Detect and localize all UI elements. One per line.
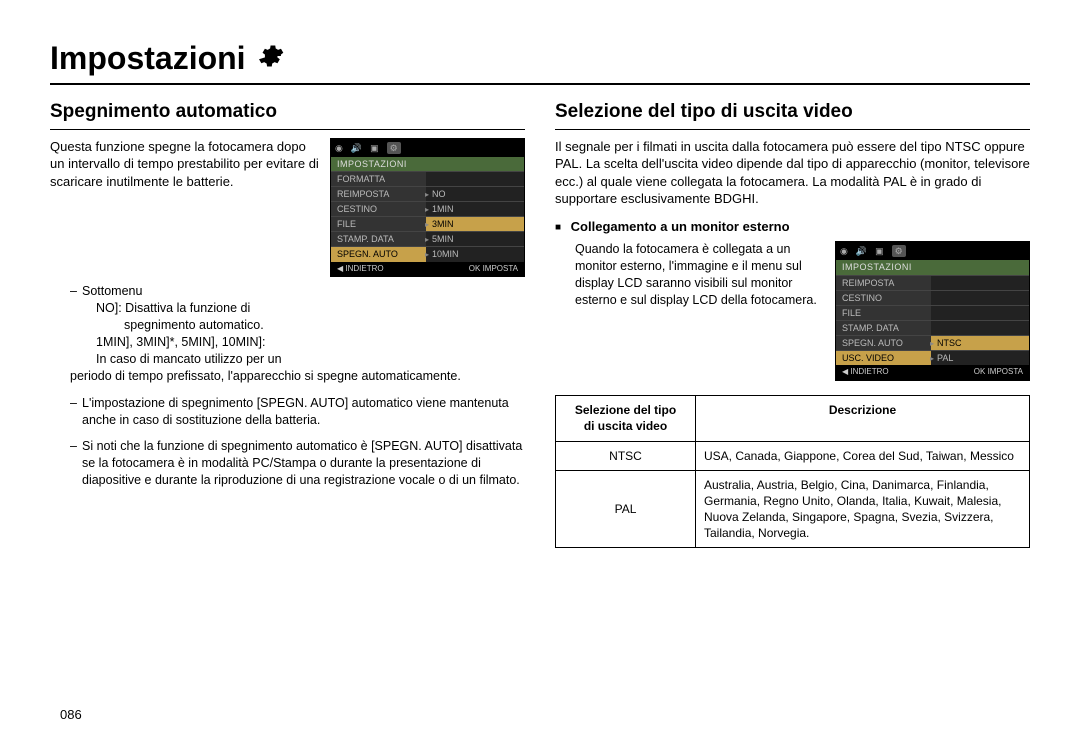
table-cell: PAL	[556, 470, 696, 548]
columns: Spegnimento automatico Questa funzione s…	[50, 99, 1030, 548]
lcd-screenshot-autooff: ◉ 🔊 ▣ ⚙ IMPOSTAZIONI FORMATTA REIMPOSTA▸…	[330, 138, 525, 278]
display-icon: ▣	[875, 245, 884, 257]
camera-icon: ◉	[335, 142, 343, 154]
left-column: Spegnimento automatico Questa funzione s…	[50, 99, 525, 548]
submenu-line: spegnimento automatico.	[124, 318, 264, 332]
lcd-row-value	[931, 276, 1029, 290]
lcd-footer-ok: OK IMPOSTA	[469, 264, 518, 275]
lcd-row-label: CESTINO	[836, 291, 931, 305]
submenu-tail: periodo di tempo prefissato, l'apparecch…	[70, 368, 525, 385]
gear-icon	[256, 42, 284, 75]
lcd-tabbar: ◉ 🔊 ▣ ⚙	[836, 242, 1029, 260]
video-output-table: Selezione del tipo di uscita video Descr…	[555, 395, 1030, 548]
settings-tab-icon: ⚙	[387, 142, 401, 154]
lcd-tabbar: ◉ 🔊 ▣ ⚙	[331, 139, 524, 157]
bullet-submenu: Sottomenu NO]: Disattiva la funzione di …	[70, 283, 525, 384]
page-number: 086	[60, 707, 82, 722]
table-header-row: Selezione del tipo di uscita video Descr…	[556, 396, 1030, 441]
left-intro: Questa funzione spegne la fotocamera dop…	[50, 138, 320, 191]
submenu-line: In caso di mancato utilizzo per un	[96, 352, 282, 366]
lcd-footer: ◀ INDIETRO OK IMPOSTA	[331, 262, 524, 277]
submenu-line: 1MIN], 3MIN]*, 5MIN], 10MIN]:	[96, 335, 265, 349]
lcd-row-value: ▸10MIN	[426, 247, 524, 261]
submenu-lines: NO]: Disattiva la funzione di spegniment…	[96, 300, 525, 368]
right-heading: Selezione del tipo di uscita video	[555, 99, 1030, 130]
lcd-row-label-selected: SPEGN. AUTO	[331, 247, 426, 261]
bullet-note: L'impostazione di spegnimento [SPEGN. AU…	[70, 395, 525, 429]
lcd-row-value: ▸PAL	[931, 351, 1029, 365]
th-line: di uscita video	[584, 419, 667, 433]
lcd-row-label: STAMP. DATA	[836, 321, 931, 335]
lcd-row-value: ▸NO	[426, 187, 524, 201]
submenu-label: Sottomenu	[82, 284, 142, 298]
table-cell: USA, Canada, Giappone, Corea del Sud, Ta…	[696, 441, 1030, 470]
right-column: Selezione del tipo di uscita video Il se…	[555, 99, 1030, 548]
table-header: Selezione del tipo di uscita video	[556, 396, 696, 441]
lcd-row-value-text: 5MIN	[432, 234, 454, 244]
lcd-row-value-text: NO	[432, 189, 446, 199]
lcd-row-value	[931, 291, 1029, 305]
sound-icon: 🔊	[856, 245, 867, 257]
table-cell: Australia, Austria, Belgio, Cina, Danima…	[696, 470, 1030, 548]
right-intro: Il segnale per i filmati in uscita dalla…	[555, 138, 1030, 208]
lcd-row-label: STAMP. DATA	[331, 232, 426, 246]
lcd-footer-ok: OK IMPOSTA	[974, 367, 1023, 378]
table-row: NTSC USA, Canada, Giappone, Corea del Su…	[556, 441, 1030, 470]
table-row: PAL Australia, Austria, Belgio, Cina, Da…	[556, 470, 1030, 548]
lcd-row-value-text: PAL	[937, 353, 953, 363]
right-subheading-text: Collegamento a un monitor esterno	[571, 219, 790, 234]
sound-icon: 🔊	[351, 142, 362, 154]
right-monitor-wrap: Quando la fotocamera è collegata a un mo…	[575, 241, 1030, 381]
left-heading: Spegnimento automatico	[50, 99, 525, 130]
lcd-footer: ◀ INDIETRO OK IMPOSTA	[836, 365, 1029, 380]
lcd-row-value-text: 3MIN	[432, 219, 454, 229]
lcd-row-value-text: 1MIN	[432, 204, 454, 214]
lcd-row-value	[931, 321, 1029, 335]
bullet-note: Si noti che la funzione di spegnimento a…	[70, 438, 525, 489]
left-bullets: Sottomenu NO]: Disattiva la funzione di …	[70, 283, 525, 489]
lcd-row-label: REIMPOSTA	[331, 187, 426, 201]
lcd-row-label: FILE	[836, 306, 931, 320]
lcd-footer-back: ◀ INDIETRO	[842, 367, 889, 378]
lcd-row-value: ▸5MIN	[426, 232, 524, 246]
lcd-row-value-text: 10MIN	[432, 249, 459, 259]
lcd-row-label: CESTINO	[331, 202, 426, 216]
lcd-row-value	[426, 172, 524, 186]
manual-page: Impostazioni Spegnimento automatico Ques…	[0, 0, 1080, 568]
lcd-header: IMPOSTAZIONI	[331, 157, 524, 171]
camera-icon: ◉	[840, 245, 848, 257]
lcd-row-value-text: NTSC	[937, 338, 962, 348]
right-monitor-text: Quando la fotocamera è collegata a un mo…	[575, 241, 825, 309]
submenu-line: NO]: Disattiva la funzione di	[96, 301, 250, 315]
th-line: Selezione del tipo	[575, 403, 676, 417]
lcd-row-label-selected: USC. VIDEO	[836, 351, 931, 365]
lcd-footer-back: ◀ INDIETRO	[337, 264, 384, 275]
right-subheading: Collegamento a un monitor esterno	[555, 218, 1030, 236]
lcd-row-label: SPEGN. AUTO	[836, 336, 931, 350]
lcd-row-value: ▸1MIN	[426, 202, 524, 216]
lcd-row-label: FILE	[331, 217, 426, 231]
lcd-screenshot-videoout: ◉ 🔊 ▣ ⚙ IMPOSTAZIONI REIMPOSTA CESTINO F…	[835, 241, 1030, 381]
display-icon: ▣	[370, 142, 379, 154]
lcd-row-value	[931, 306, 1029, 320]
lcd-header: IMPOSTAZIONI	[836, 260, 1029, 274]
left-intro-wrap: Questa funzione spegne la fotocamera dop…	[50, 138, 525, 278]
lcd-row-label: REIMPOSTA	[836, 276, 931, 290]
lcd-row-label: FORMATTA	[331, 172, 426, 186]
page-title: Impostazioni	[50, 40, 246, 77]
lcd-row-value-selected: ▸3MIN	[426, 217, 524, 231]
lcd-row-value-selected: ▸NTSC	[931, 336, 1029, 350]
table-cell: NTSC	[556, 441, 696, 470]
settings-tab-icon: ⚙	[892, 245, 906, 257]
table-header: Descrizione	[696, 396, 1030, 441]
title-row: Impostazioni	[50, 40, 1030, 85]
